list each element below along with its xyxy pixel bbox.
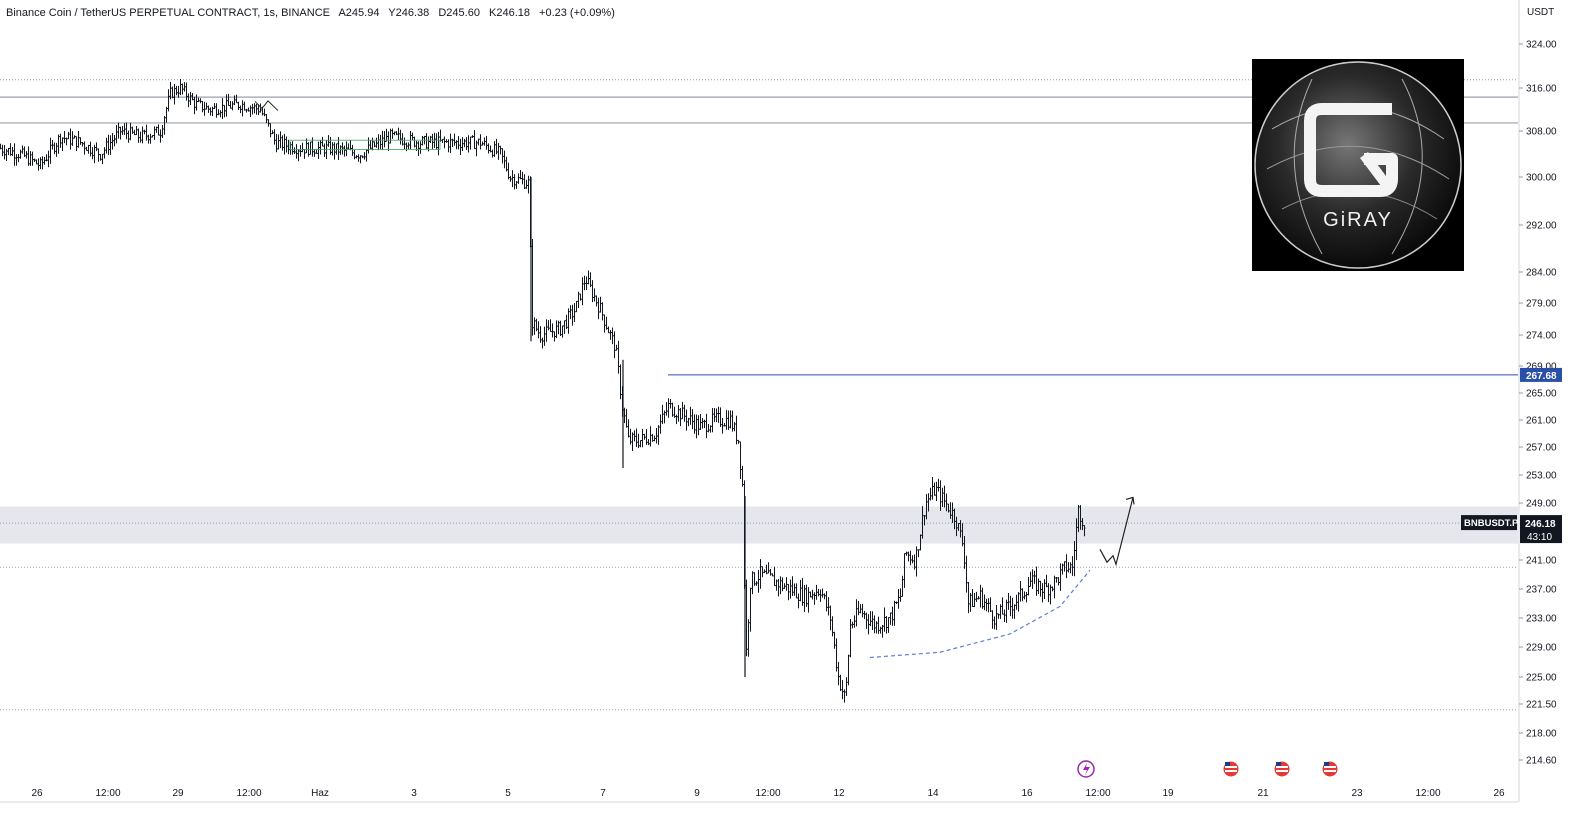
price-tick-label: 292.00 <box>1526 221 1557 232</box>
change-value: +0.23 (+0.09%) <box>539 7 615 19</box>
time-tick-label: 12:00 <box>236 788 261 799</box>
time-tick-label: 12 <box>833 788 845 799</box>
projection-arrow <box>1099 497 1134 567</box>
flag-stripe <box>1324 770 1336 772</box>
flag-canton <box>1276 762 1281 766</box>
price-tick-label: 284.00 <box>1526 268 1557 279</box>
time-tick-label: 7 <box>600 788 606 799</box>
price-tick-label: 253.00 <box>1526 471 1557 482</box>
flag-canton <box>1225 762 1230 766</box>
time-tick-label: 23 <box>1351 788 1363 799</box>
level-price-tag <box>1520 367 1562 382</box>
time-tick-label: 14 <box>927 788 939 799</box>
candles <box>0 79 1086 703</box>
time-tick-label: 12:00 <box>755 788 780 799</box>
time-tick-label: 19 <box>1162 788 1174 799</box>
price-tick-label: 249.00 <box>1526 499 1557 510</box>
event-icons <box>1077 760 1339 778</box>
symbol-tag <box>1461 515 1517 531</box>
flag-stripe <box>1276 770 1288 772</box>
time-tick-label: 26 <box>1493 788 1505 799</box>
time-tick-label: 26 <box>31 788 43 799</box>
price-tick-label: 308.00 <box>1526 127 1557 138</box>
price-tick-label: 221.50 <box>1526 700 1557 711</box>
chart-header: Binance Coin / TetherUS PERPETUAL CONTRA… <box>6 7 621 19</box>
time-tick-label: 12:00 <box>1415 788 1440 799</box>
giray-logo: GiRAY <box>1252 59 1464 271</box>
flag-canton <box>1324 762 1329 766</box>
time-tick-label: 21 <box>1257 788 1269 799</box>
price-tick-label: 269.00 <box>1526 362 1557 373</box>
price-tick-label: 279.00 <box>1526 299 1557 310</box>
price-tick-label: 233.00 <box>1526 614 1557 625</box>
time-tick-label: 9 <box>694 788 700 799</box>
flag-stripe <box>1225 766 1237 768</box>
arrow-head <box>1125 496 1135 505</box>
time-tick-label: 12:00 <box>1085 788 1110 799</box>
time-tick-label: 29 <box>172 788 184 799</box>
current-price-tag <box>1520 515 1562 544</box>
price-tick-label: 324.00 <box>1526 40 1557 51</box>
time-tick-label: 3 <box>411 788 417 799</box>
price-tick-label: 218.00 <box>1526 729 1557 740</box>
price-tick-label: 265.00 <box>1526 389 1557 400</box>
price-tick-label: 274.00 <box>1526 331 1557 342</box>
price-tick-label: 214.60 <box>1526 756 1557 767</box>
current-price-label: 246.18 <box>1525 519 1556 530</box>
price-tick-label: 257.00 <box>1526 443 1557 454</box>
price-axis[interactable]: USDT 324.00 316.00 308.00 300.00 292.00 284.00… <box>1461 0 1583 822</box>
low-value: D245.60 <box>438 7 480 19</box>
price-tick-label: 241.00 <box>1526 556 1557 567</box>
price-tick-label: 237.00 <box>1526 585 1557 596</box>
price-tick-label: 229.00 <box>1526 643 1557 654</box>
time-tick-label: Haz <box>311 788 329 799</box>
countdown-label: 43:10 <box>1527 532 1552 543</box>
price-tick-label: 316.00 <box>1526 84 1557 95</box>
rounding-curve <box>869 569 1091 659</box>
time-axis[interactable]: 26 12:00 29 12:00 Haz 3 5 7 9 12:00 12 14 16 12:00 19 2… <box>0 788 1518 803</box>
level-price-label: 267.68 <box>1526 371 1557 382</box>
symbol-title: Binance Coin / TetherUS PERPETUAL CONTRA… <box>6 7 330 19</box>
open-value: A245.94 <box>338 7 380 19</box>
flag-stripe <box>1324 766 1336 768</box>
price-tick-label: 261.00 <box>1526 416 1557 427</box>
logo-sphere-icon <box>1254 61 1462 269</box>
flag-stripe <box>1225 770 1237 772</box>
flag-stripe <box>1276 766 1288 768</box>
price-tick-label: 300.00 <box>1526 173 1557 184</box>
resistance-zone <box>0 506 1518 544</box>
time-tick-label: 12:00 <box>95 788 120 799</box>
currency-label: USDT <box>1527 7 1554 18</box>
drawings <box>254 100 1135 659</box>
close-value: K246.18 <box>489 7 530 19</box>
range-box <box>289 139 441 150</box>
zone-rect <box>0 506 1518 544</box>
time-tick-label: 5 <box>505 788 511 799</box>
time-tick-label: 16 <box>1021 788 1033 799</box>
high-value: Y246.38 <box>388 7 430 19</box>
symbol-tag-label: BNBUSDT.P <box>1464 518 1519 529</box>
lightning-glyph <box>1083 763 1090 775</box>
price-tick-label: 225.00 <box>1526 673 1557 684</box>
mini-arrow <box>254 100 279 111</box>
logo-text: GiRAY <box>1323 209 1393 231</box>
price-axis-bg <box>1519 0 1583 822</box>
